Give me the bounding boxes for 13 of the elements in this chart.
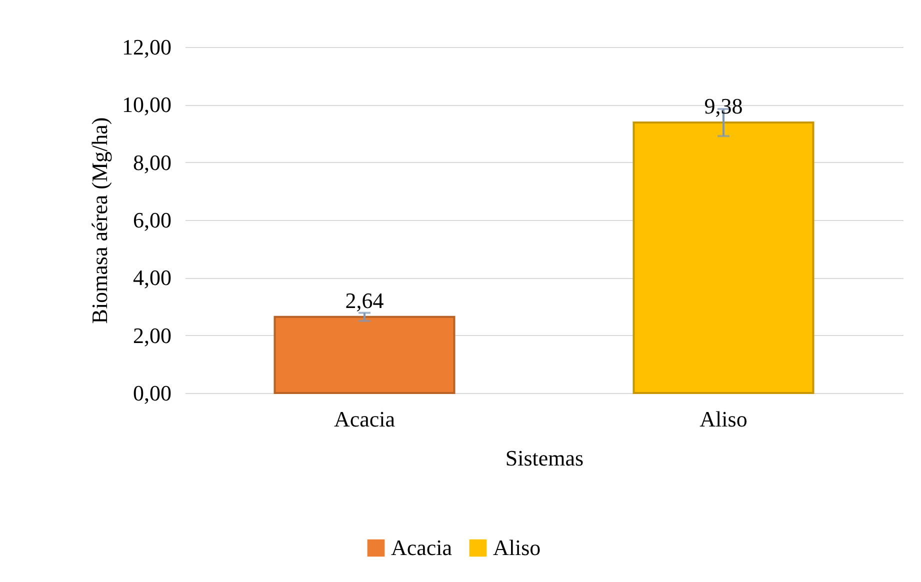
y-tick-label: 6,00 bbox=[133, 208, 172, 232]
x-axis-title: Sistemas bbox=[505, 446, 584, 470]
y-axis-title: Biomasa aérea (Mg/ha) bbox=[87, 117, 112, 324]
y-tick-label: 2,00 bbox=[133, 322, 172, 348]
data-label: 9,38 bbox=[704, 94, 743, 119]
y-tick-label: 4,00 bbox=[133, 265, 172, 290]
legend-label: Aliso bbox=[493, 535, 541, 560]
y-tick-label: 8,00 bbox=[133, 150, 172, 175]
legend-label: Acacia bbox=[391, 535, 452, 560]
y-tick-label: 12,00 bbox=[122, 34, 172, 60]
data-label: 2,64 bbox=[345, 288, 384, 313]
y-tick-label: 10,00 bbox=[122, 92, 172, 118]
y-tick-label: 0,00 bbox=[133, 380, 172, 406]
